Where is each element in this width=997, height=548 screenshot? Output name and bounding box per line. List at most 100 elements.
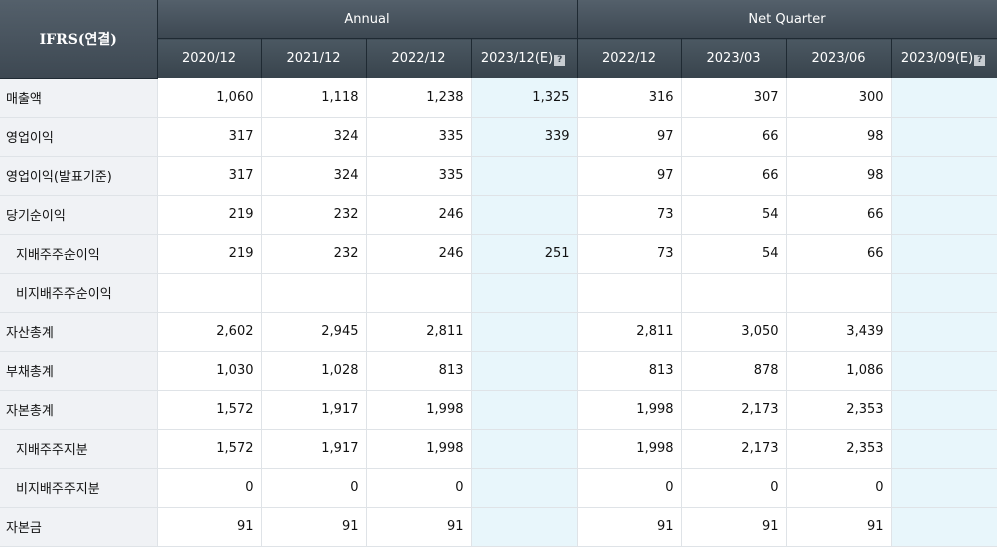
table-cell: 317 bbox=[157, 156, 262, 196]
table-cell: 324 bbox=[261, 156, 367, 196]
table-cell bbox=[891, 273, 997, 313]
table-cell: 66 bbox=[681, 156, 787, 196]
table-cell: 1,325 bbox=[471, 78, 578, 118]
row-label: 지배주주지분 bbox=[0, 429, 158, 469]
help-icon[interactable]: ? bbox=[974, 55, 986, 66]
table-cell bbox=[577, 273, 682, 313]
table-cell: 813 bbox=[577, 351, 682, 391]
table-cell: 97 bbox=[577, 117, 682, 157]
table-cell bbox=[891, 117, 997, 157]
table-cell: 339 bbox=[471, 117, 578, 157]
row-label: 자본총계 bbox=[0, 390, 158, 430]
table-cell bbox=[891, 234, 997, 274]
period-header: 2020/12 bbox=[157, 38, 262, 78]
table-cell: 335 bbox=[366, 117, 472, 157]
table-cell: 66 bbox=[681, 117, 787, 157]
table-cell bbox=[261, 273, 367, 313]
table-cell: 91 bbox=[366, 507, 472, 547]
table-cell: 1,238 bbox=[366, 78, 472, 118]
table-cell: 232 bbox=[261, 195, 367, 235]
table-cell: 1,998 bbox=[577, 429, 682, 469]
row-label: 영업이익(발표기준) bbox=[0, 156, 158, 196]
table-cell: 91 bbox=[681, 507, 787, 547]
table-cell bbox=[891, 78, 997, 118]
table-cell: 54 bbox=[681, 195, 787, 235]
table-cell bbox=[891, 429, 997, 469]
table-cell: 2,353 bbox=[786, 429, 892, 469]
row-label: 자본금 bbox=[0, 507, 158, 547]
table-cell: 0 bbox=[366, 468, 472, 508]
row-label: 비지배주주지분 bbox=[0, 468, 158, 508]
table-row: 자산총계 2,602 2,945 2,811 2,811 3,050 3,439 bbox=[0, 312, 997, 352]
row-label: 지배주주순이익 bbox=[0, 234, 158, 274]
period-header: 2023/06 bbox=[786, 38, 892, 78]
table-cell: 219 bbox=[157, 234, 262, 274]
table-cell: 1,572 bbox=[157, 390, 262, 430]
row-label: 당기순이익 bbox=[0, 195, 158, 235]
row-label: 자산총계 bbox=[0, 312, 158, 352]
table-cell bbox=[891, 468, 997, 508]
table-cell: 2,811 bbox=[577, 312, 682, 352]
table-cell: 1,030 bbox=[157, 351, 262, 391]
table-cell: 3,439 bbox=[786, 312, 892, 352]
table-cell: 2,173 bbox=[681, 390, 787, 430]
table-cell: 1,118 bbox=[261, 78, 367, 118]
table-cell bbox=[891, 156, 997, 196]
table-cell bbox=[891, 195, 997, 235]
row-label: 매출액 bbox=[0, 78, 158, 118]
net-quarter-header: Net Quarter bbox=[577, 0, 997, 39]
table-cell: 878 bbox=[681, 351, 787, 391]
help-icon[interactable]: ? bbox=[554, 55, 566, 66]
table-cell bbox=[471, 312, 578, 352]
table-cell bbox=[471, 507, 578, 547]
table-cell: 2,945 bbox=[261, 312, 367, 352]
table-cell: 97 bbox=[577, 156, 682, 196]
period-header: 2021/12 bbox=[261, 38, 367, 78]
table-cell: 251 bbox=[471, 234, 578, 274]
row-label: 영업이익 bbox=[0, 117, 158, 157]
table-row: 당기순이익 219 232 246 73 54 66 bbox=[0, 195, 997, 235]
table-cell bbox=[471, 273, 578, 313]
table-cell: 335 bbox=[366, 156, 472, 196]
period-header: 2022/12 bbox=[577, 38, 682, 78]
table-cell: 1,998 bbox=[577, 390, 682, 430]
table-cell: 813 bbox=[366, 351, 472, 391]
table-cell bbox=[471, 156, 578, 196]
table-row: 지배주주순이익 219 232 246 251 73 54 66 bbox=[0, 234, 997, 274]
table-cell: 1,572 bbox=[157, 429, 262, 469]
table-cell: 324 bbox=[261, 117, 367, 157]
table-cell bbox=[157, 273, 262, 313]
table-cell: 66 bbox=[786, 195, 892, 235]
table-cell: 2,173 bbox=[681, 429, 787, 469]
table-cell bbox=[471, 351, 578, 391]
ifrs-header: IFRS(연결) bbox=[0, 0, 158, 79]
table-cell: 2,811 bbox=[366, 312, 472, 352]
table-cell: 1,028 bbox=[261, 351, 367, 391]
table-cell: 66 bbox=[786, 234, 892, 274]
table-cell: 232 bbox=[261, 234, 367, 274]
table-cell: 1,917 bbox=[261, 429, 367, 469]
table-cell: 54 bbox=[681, 234, 787, 274]
table-row: 매출액 1,060 1,118 1,238 1,325 316 307 300 bbox=[0, 78, 997, 118]
table-cell: 0 bbox=[786, 468, 892, 508]
table-cell bbox=[366, 273, 472, 313]
table-cell: 219 bbox=[157, 195, 262, 235]
table-cell: 0 bbox=[681, 468, 787, 508]
table-cell: 317 bbox=[157, 117, 262, 157]
table-cell: 1,917 bbox=[261, 390, 367, 430]
table-cell: 1,060 bbox=[157, 78, 262, 118]
period-header-estimate: 2023/12(E)? bbox=[471, 38, 578, 78]
row-label: 비지배주주순이익 bbox=[0, 273, 158, 313]
table-cell: 73 bbox=[577, 234, 682, 274]
table-cell bbox=[471, 468, 578, 508]
table-row: 영업이익 317 324 335 339 97 66 98 bbox=[0, 117, 997, 157]
table-cell bbox=[471, 429, 578, 469]
table-cell bbox=[786, 273, 892, 313]
table-cell: 98 bbox=[786, 156, 892, 196]
table-row: 자본금 91 91 91 91 91 91 bbox=[0, 507, 997, 547]
table-row: 비지배주주순이익 bbox=[0, 273, 997, 313]
table-cell: 246 bbox=[366, 234, 472, 274]
table-row: 부채총계 1,030 1,028 813 813 878 1,086 bbox=[0, 351, 997, 391]
table-cell: 0 bbox=[577, 468, 682, 508]
